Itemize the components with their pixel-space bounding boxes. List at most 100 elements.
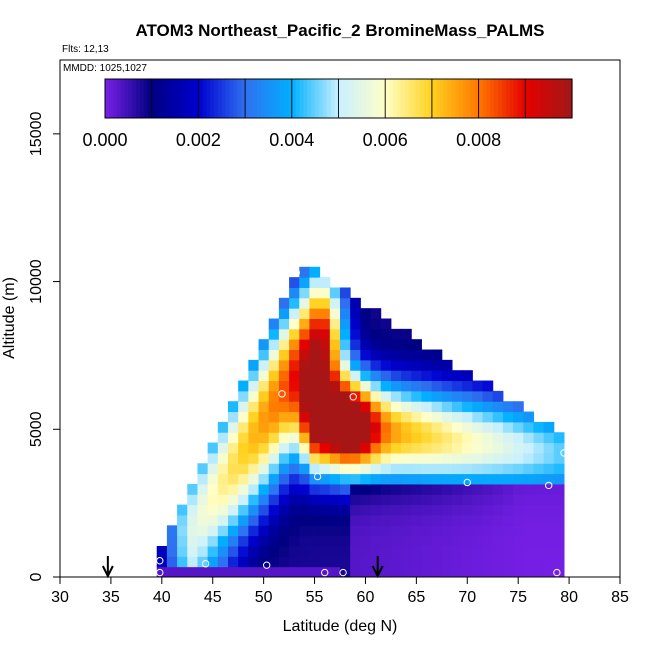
heatmap-cell — [441, 494, 453, 506]
colorbar-swatch — [385, 79, 390, 118]
colorbar-swatch — [136, 79, 141, 118]
heatmap-cell — [217, 452, 229, 464]
heatmap-cell — [268, 442, 280, 454]
heatmap-cell — [370, 442, 382, 454]
x-tick-label: 50 — [255, 589, 273, 606]
heatmap-cell — [289, 390, 300, 402]
heatmap-cell — [187, 566, 198, 578]
heatmap-cell — [452, 525, 463, 537]
heatmap-cell — [329, 380, 341, 392]
heatmap-cell — [543, 432, 555, 444]
heatmap-cell — [207, 442, 219, 454]
heatmap-cell — [228, 514, 239, 526]
heatmap-cell — [553, 442, 565, 454]
heatmap-cell — [350, 545, 361, 557]
heatmap-cell — [228, 452, 239, 464]
sample-point — [560, 449, 568, 457]
heatmap-cell — [309, 380, 321, 392]
colorbar-swatch — [455, 79, 460, 118]
heatmap-cell — [492, 463, 504, 475]
heatmap-cell — [523, 483, 534, 495]
heatmap-cell — [411, 545, 422, 557]
heatmap-cell — [228, 545, 239, 557]
heatmap-cell — [533, 545, 545, 557]
heatmap-cell — [350, 318, 361, 330]
heatmap-cell — [390, 370, 402, 382]
heatmap-cell — [390, 545, 402, 557]
heatmap-cell — [472, 442, 484, 454]
heatmap-cell — [238, 494, 249, 506]
heatmap-cell — [492, 401, 504, 413]
heatmap-cell — [421, 525, 433, 537]
colorbar-swatch — [151, 79, 157, 118]
heatmap-cell — [289, 432, 300, 444]
heatmap-cell — [462, 390, 473, 402]
heatmap-cell — [299, 297, 310, 309]
heatmap-cell — [207, 556, 219, 568]
heatmap-cell — [411, 370, 422, 382]
heatmap-cell — [492, 411, 504, 423]
heatmap-cell — [370, 545, 382, 557]
heatmap-cell — [462, 535, 473, 547]
heatmap-cell — [350, 359, 361, 371]
colorbar-swatch — [147, 79, 153, 118]
heatmap-cell — [299, 380, 310, 392]
heatmap-cell — [166, 566, 178, 578]
heatmap-cell — [329, 421, 341, 433]
heatmap-cell — [268, 463, 280, 475]
heatmap-cell — [472, 411, 484, 423]
heatmap-cell — [441, 359, 453, 371]
heatmap-cell — [502, 452, 514, 464]
heatmap-cell — [502, 556, 514, 568]
heatmap-cell — [411, 566, 422, 578]
heatmap-cell — [502, 514, 514, 526]
heatmap-cell — [197, 535, 209, 547]
heatmap-cell — [533, 473, 545, 485]
heatmap-cell — [462, 483, 473, 495]
heatmap-cell — [502, 421, 514, 433]
colorbar-swatch — [416, 79, 421, 118]
heatmap-cell — [452, 390, 463, 402]
heatmap-cell — [380, 380, 392, 392]
heatmap-cell — [482, 463, 494, 475]
colorbar-swatch — [229, 79, 235, 118]
heatmap-cell — [350, 390, 361, 402]
heatmap-cell — [248, 442, 260, 454]
colorbar-swatch — [389, 79, 394, 118]
heatmap-cell — [431, 452, 443, 464]
heatmap-cell — [248, 525, 260, 537]
heatmap-cell — [482, 483, 494, 495]
heatmap-cell — [452, 380, 463, 392]
heatmap-cell — [319, 473, 331, 485]
heatmap-cell — [258, 514, 270, 526]
y-tick-label: 15000 — [28, 112, 45, 157]
heatmap-cell — [319, 339, 331, 351]
heatmap-cell — [431, 359, 443, 371]
colorbar-swatch — [346, 79, 351, 118]
heatmap-cell — [370, 421, 382, 433]
heatmap-cell — [492, 421, 504, 433]
heatmap-cell — [441, 370, 453, 382]
heatmap-cell — [513, 545, 524, 557]
heatmap-cell — [228, 473, 239, 485]
heatmap-cell — [238, 545, 249, 557]
heatmap-cell — [248, 473, 260, 485]
colorbar-swatch — [486, 79, 491, 118]
colorbar-swatch — [116, 79, 122, 118]
heatmap-cell — [248, 494, 260, 506]
heatmap-cell — [319, 390, 331, 402]
heatmap-cell — [187, 494, 198, 506]
colorbar-swatch — [451, 79, 456, 118]
heatmap-cell — [329, 308, 341, 319]
heatmap-cell — [350, 421, 361, 433]
colorbar-tick-label: 0.008 — [456, 130, 501, 150]
heatmap-cell — [217, 556, 229, 568]
heatmap-cell — [238, 442, 249, 454]
heatmap-cell — [543, 514, 555, 526]
heatmap-cell — [329, 297, 341, 309]
heatmap-cell — [421, 556, 433, 568]
heatmap-cell — [187, 504, 198, 516]
heatmap-cell — [360, 308, 372, 319]
heatmap-cell — [258, 525, 270, 537]
heatmap-cell — [258, 421, 270, 433]
